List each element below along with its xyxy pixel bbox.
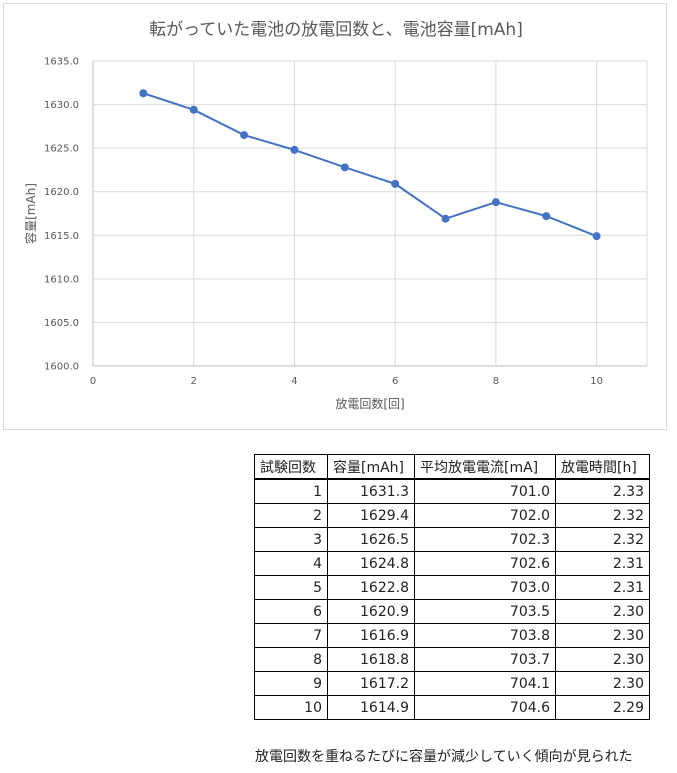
table-row: 3 1626.5 702.3 2.32: [254, 527, 650, 552]
cell-current: 703.8: [414, 623, 556, 648]
chart-container: 1600.0 1605.0 1610.0 1615.0 1620.0 1625.0 1630…: [3, 3, 667, 430]
table-row: 2 1629.4 702.0 2.32: [254, 503, 650, 528]
y-tick-label: 1610.0: [44, 274, 79, 285]
cell-time: 2.30: [555, 647, 650, 672]
cell-time: 2.30: [555, 599, 650, 624]
table-row: 9 1617.2 704.1 2.30: [254, 671, 650, 696]
cell-time: 2.33: [555, 478, 650, 504]
cell-capacity: 1620.9: [327, 599, 415, 624]
data-table: 試験回数 容量[mAh] 平均放電電流[mA] 放電時間[h] 1 1631.3…: [254, 454, 650, 720]
cell-capacity: 1622.8: [327, 575, 415, 600]
cell-capacity: 1626.5: [327, 527, 415, 552]
y-tick-label: 1605.0: [44, 318, 79, 329]
cell-trial: 5: [254, 575, 328, 600]
cell-trial: 3: [254, 527, 328, 552]
header-trial-count: 試験回数: [254, 454, 328, 480]
data-point: [189, 105, 198, 114]
cell-trial: 2: [254, 503, 328, 528]
cell-capacity: 1629.4: [327, 503, 415, 528]
data-point: [240, 131, 249, 140]
x-tick-label: 2: [191, 376, 197, 387]
cell-capacity: 1624.8: [327, 551, 415, 576]
cell-capacity: 1617.2: [327, 671, 415, 696]
cell-trial: 10: [254, 695, 328, 720]
cell-current: 702.0: [414, 503, 556, 528]
cell-current: 703.0: [414, 575, 556, 600]
cell-time: 2.31: [555, 551, 650, 576]
chart-title: 転がっていた電池の放電回数と、電池容量[mAh]: [149, 20, 523, 40]
data-point: [139, 89, 148, 98]
y-tick-label: 1635.0: [44, 57, 79, 68]
data-point: [290, 145, 299, 154]
cell-time: 2.32: [555, 503, 650, 528]
cell-current: 704.6: [414, 695, 556, 720]
data-point: [391, 179, 400, 188]
cell-time: 2.29: [555, 695, 650, 720]
y-axis-label: 容量[mAh]: [23, 183, 38, 244]
cell-current: 701.0: [414, 478, 556, 504]
y-tick-label: 1615.0: [44, 231, 79, 242]
table-header-row: 試験回数 容量[mAh] 平均放電電流[mA] 放電時間[h]: [254, 454, 650, 480]
y-tick-label: 1620.0: [44, 187, 79, 198]
cell-capacity: 1614.9: [327, 695, 415, 720]
table-row: 5 1622.8 703.0 2.31: [254, 575, 650, 600]
series-line: [143, 92, 598, 238]
table-row: 8 1618.8 703.7 2.30: [254, 647, 650, 672]
cell-capacity: 1631.3: [327, 478, 415, 504]
table-row: 10 1614.9 704.6 2.29: [254, 695, 650, 720]
observation-note: 放電回数を重ねるたびに容量が減少していく傾向が見られた: [255, 749, 633, 765]
cell-trial: 4: [254, 551, 328, 576]
cell-trial: 6: [254, 599, 328, 624]
y-tick-label: 1630.0: [44, 100, 79, 111]
x-tick-label: 0: [90, 376, 96, 387]
cell-trial: 8: [254, 647, 328, 672]
x-tick-label: 4: [291, 376, 297, 387]
cell-capacity: 1616.9: [327, 623, 415, 648]
y-tick-label: 1625.0: [44, 144, 79, 155]
data-point: [340, 163, 349, 172]
cell-trial: 9: [254, 671, 328, 696]
x-tick-label: 6: [392, 376, 398, 387]
cell-time: 2.32: [555, 527, 650, 552]
cell-time: 2.31: [555, 575, 650, 600]
cell-time: 2.30: [555, 623, 650, 648]
x-tick-label: 8: [493, 376, 499, 387]
header-capacity: 容量[mAh]: [327, 454, 415, 480]
table-row: 6 1620.9 703.5 2.30: [254, 599, 650, 624]
table-row: 4 1624.8 702.6 2.31: [254, 551, 650, 576]
data-point: [542, 212, 551, 221]
cell-current: 704.1: [414, 671, 556, 696]
header-discharge-time: 放電時間[h]: [555, 454, 650, 480]
cell-current: 703.7: [414, 647, 556, 672]
cell-trial: 1: [254, 478, 328, 504]
cell-time: 2.30: [555, 671, 650, 696]
table-row: 7 1616.9 703.8 2.30: [254, 623, 650, 648]
table-row: 1 1631.3 701.0 2.33: [254, 478, 650, 504]
header-average-current: 平均放電電流[mA]: [414, 454, 556, 480]
cell-current: 703.5: [414, 599, 556, 624]
data-point: [441, 214, 450, 223]
line-chart: 1600.0 1605.0 1610.0 1615.0 1620.0 1625.0 1630…: [23, 20, 648, 411]
cell-current: 702.6: [414, 551, 556, 576]
cell-capacity: 1618.8: [327, 647, 415, 672]
cell-current: 702.3: [414, 527, 556, 552]
y-tick-label: 1600.0: [44, 362, 79, 373]
data-point: [491, 198, 500, 207]
cell-trial: 7: [254, 623, 328, 648]
x-tick-label: 10: [590, 376, 603, 387]
x-axis-label: 放電回数[回]: [335, 396, 404, 411]
data-point: [592, 232, 601, 241]
